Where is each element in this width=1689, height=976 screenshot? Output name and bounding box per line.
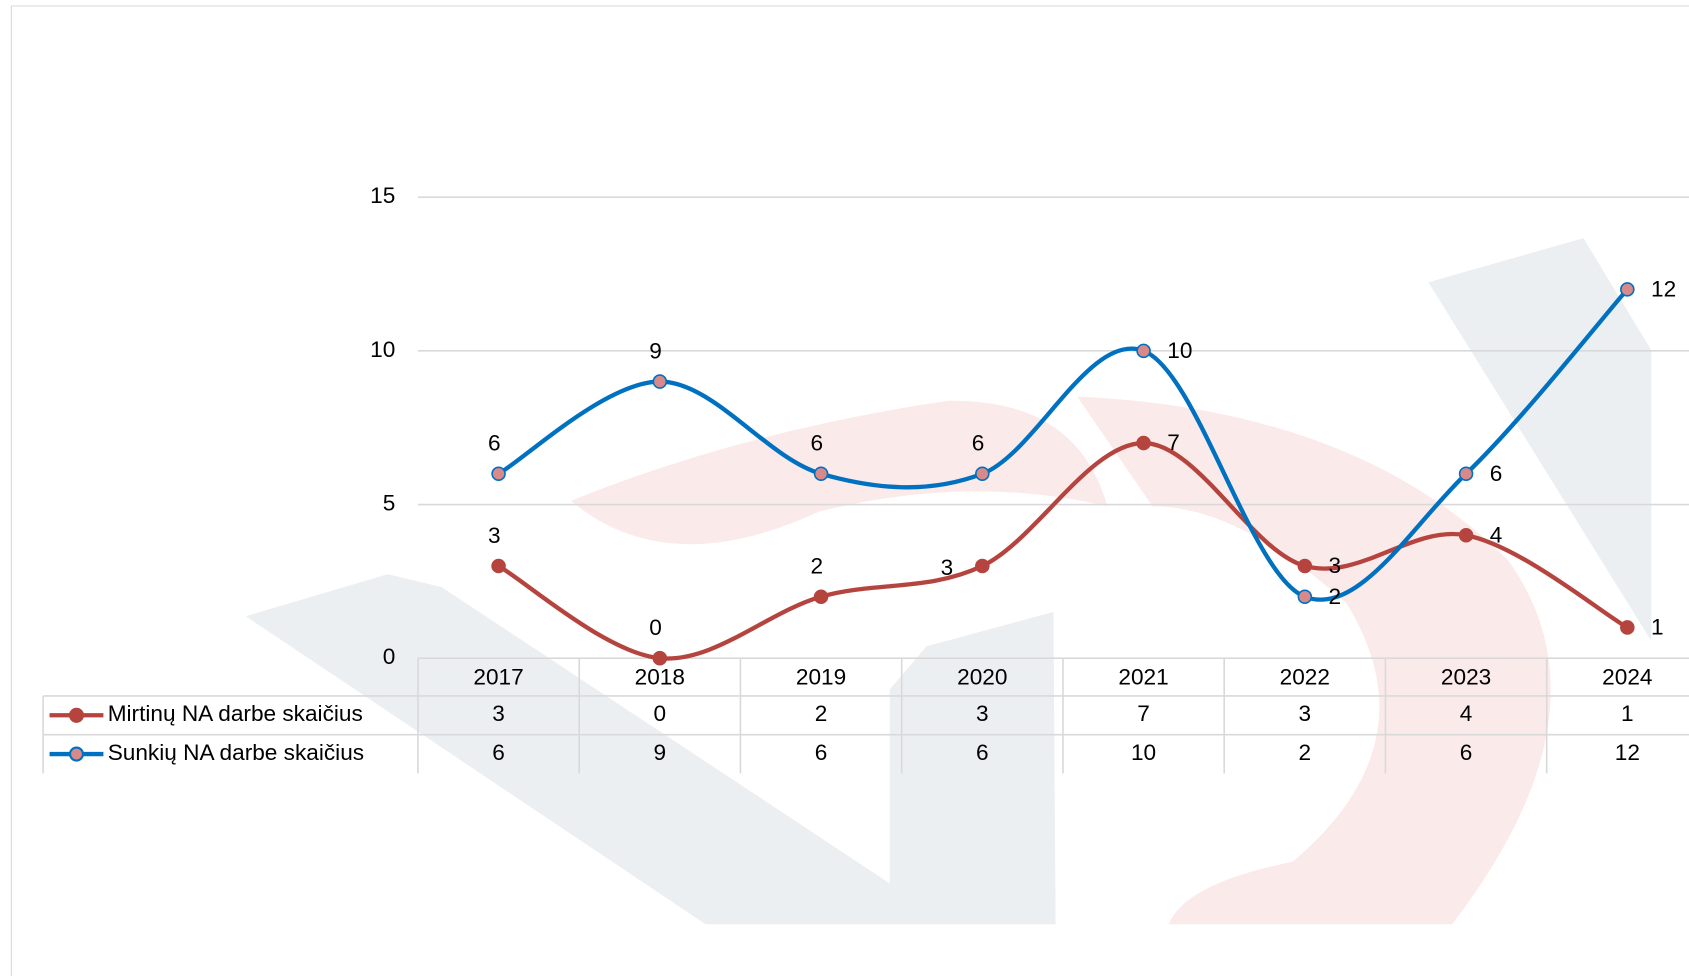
- point-marker: [1136, 435, 1151, 451]
- legend-label: Mirtinų NA darbe skaičius: [108, 701, 363, 726]
- legend-marker: [68, 707, 85, 723]
- point-marker: [975, 558, 990, 574]
- data-label: 6: [488, 431, 501, 456]
- data-label: 6: [1490, 461, 1503, 486]
- series-line: [497, 440, 1629, 661]
- legend-label: Sunkių NA darbe skaičius: [108, 740, 364, 765]
- x-tick-label: 2024: [1602, 665, 1652, 690]
- point-marker: [813, 589, 829, 604]
- y-tick-label: 5: [383, 490, 396, 515]
- y-tick-label: 15: [370, 183, 395, 208]
- x-tick-label: 2021: [1118, 665, 1168, 690]
- point-marker: [1620, 282, 1635, 297]
- x-tick-label: 2023: [1441, 665, 1491, 690]
- data-label: 1: [1651, 615, 1664, 640]
- table-cell: 12: [1615, 740, 1640, 765]
- point-marker: [1620, 620, 1635, 635]
- table-cell: 2: [815, 701, 828, 726]
- point-marker: [652, 374, 668, 389]
- point-marker: [1458, 527, 1474, 543]
- table-cell: 3: [976, 701, 989, 726]
- table-cell: 6: [976, 740, 989, 765]
- table-cell: 4: [1460, 701, 1473, 726]
- data-label: 3: [941, 555, 954, 580]
- data-label: 3: [1329, 553, 1342, 578]
- x-tick-label: 2020: [957, 665, 1007, 690]
- table-cell: 6: [1460, 740, 1473, 765]
- data-label: 3: [488, 523, 501, 548]
- point-marker: [1458, 466, 1474, 482]
- point-marker: [1297, 558, 1313, 574]
- table-cell: 3: [492, 701, 505, 726]
- series-line: [497, 287, 1629, 602]
- data-label: 12: [1651, 276, 1676, 301]
- x-tick-label: 2018: [635, 665, 685, 690]
- point-marker: [1297, 589, 1313, 604]
- point-marker: [813, 466, 829, 482]
- x-tick-label: 2019: [796, 665, 846, 690]
- y-tick-label: 10: [370, 337, 395, 362]
- table-cell: 1: [1621, 701, 1634, 726]
- point-marker: [1136, 343, 1151, 359]
- table-cell: 9: [654, 740, 667, 765]
- data-label: 7: [1167, 430, 1180, 455]
- data-label: 2: [1329, 584, 1342, 609]
- x-tick-label: 2022: [1280, 665, 1330, 690]
- y-tick-label: 0: [383, 644, 396, 669]
- table-cell: 2: [1299, 740, 1312, 765]
- table-cell: 10: [1131, 740, 1156, 765]
- chart-frame: [10, 5, 1689, 976]
- x-tick-label: 2017: [473, 665, 523, 690]
- table-cell: 6: [492, 740, 505, 765]
- data-label: 6: [972, 431, 985, 456]
- table-cell: 6: [815, 740, 828, 765]
- table-cell: 3: [1299, 701, 1312, 726]
- data-label: 4: [1490, 522, 1503, 547]
- table-cell: 0: [654, 701, 667, 726]
- table-cell: 7: [1137, 701, 1150, 726]
- data-label: 9: [649, 338, 662, 363]
- data-label: 0: [649, 615, 662, 640]
- point-marker: [652, 650, 668, 666]
- point-marker: [975, 466, 990, 482]
- data-label: 2: [810, 554, 823, 579]
- watermark: [245, 238, 1652, 925]
- legend-marker: [68, 746, 85, 762]
- point-marker: [491, 466, 506, 482]
- data-label: 6: [810, 431, 823, 456]
- point-marker: [491, 558, 506, 574]
- data-label: 10: [1167, 338, 1192, 363]
